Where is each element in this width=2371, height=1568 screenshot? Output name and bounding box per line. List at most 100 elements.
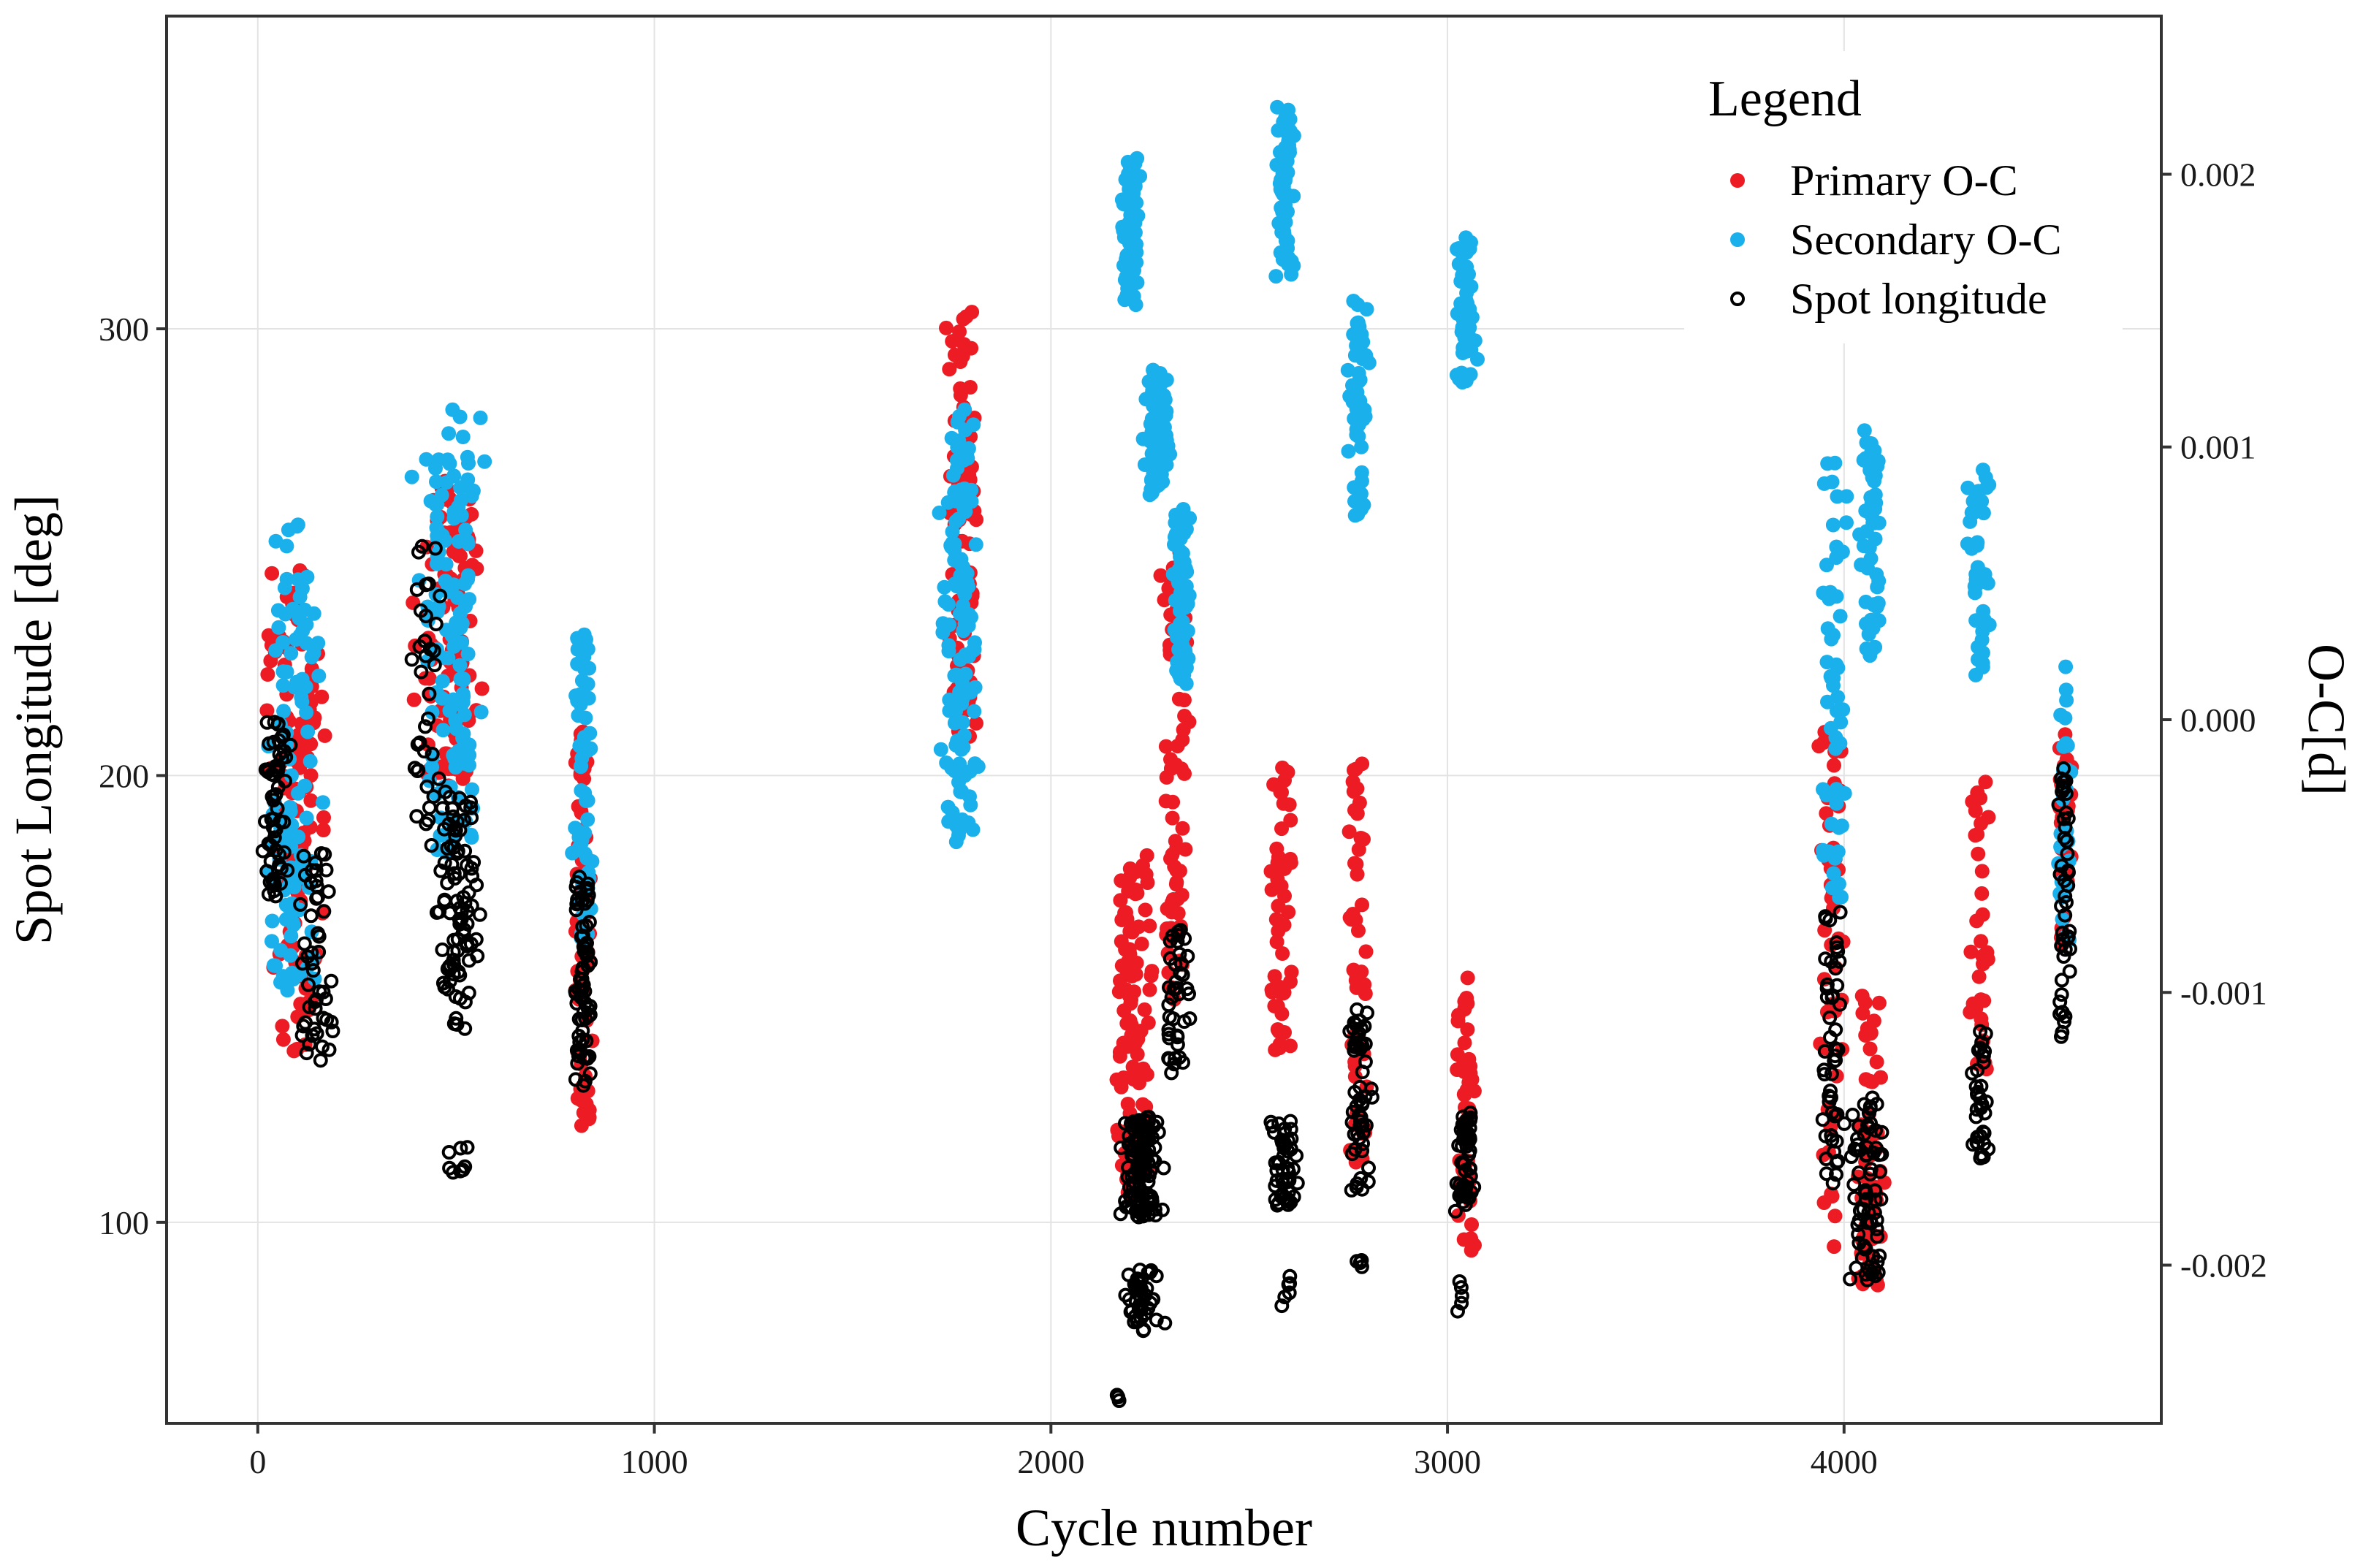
- primary-oc-point: [1165, 892, 1181, 907]
- secondary-oc-point: [1871, 574, 1887, 589]
- secondary-oc-point: [1282, 145, 1297, 160]
- spot-longitude-point: [1979, 1095, 1994, 1109]
- secondary-oc-point: [1830, 844, 1846, 859]
- x-tick-label: 3000: [1414, 1443, 1481, 1480]
- primary-oc-point: [1129, 864, 1144, 879]
- spot-longitude-point: [455, 925, 471, 940]
- spot-longitude-point: [1126, 1114, 1141, 1130]
- secondary-oc-point: [1145, 383, 1160, 397]
- spot-longitude-point: [1455, 1194, 1471, 1209]
- secondary-oc-point: [2059, 693, 2074, 708]
- spot-longitude-point: [1816, 1062, 1832, 1078]
- secondary-oc-point: [1826, 670, 1841, 685]
- primary-oc-point: [1971, 969, 1987, 984]
- spot-longitude-point: [1829, 1155, 1844, 1171]
- primary-oc-point: [1464, 1231, 1479, 1247]
- secondary-oc-point: [954, 742, 969, 757]
- secondary-oc-point: [282, 799, 297, 815]
- secondary-oc-point: [1460, 343, 1474, 359]
- spot-longitude-point: [259, 715, 275, 730]
- secondary-oc-point: [1960, 480, 1976, 495]
- spot-longitude-point: [1122, 1292, 1137, 1307]
- spot-longitude-point: [1268, 1192, 1283, 1207]
- spot-longitude-point: [299, 1046, 314, 1061]
- spot-longitude-point: [1133, 1311, 1149, 1326]
- primary-oc-point: [1271, 1024, 1287, 1039]
- secondary-oc-point: [1830, 690, 1846, 705]
- secondary-oc-point: [292, 967, 308, 982]
- spot-longitude-point: [1822, 1010, 1838, 1025]
- primary-oc-point: [1275, 760, 1290, 775]
- primary-oc-point: [1347, 763, 1361, 777]
- secondary-oc-point: [1354, 465, 1369, 480]
- spot-longitude-point: [1346, 1021, 1361, 1036]
- spot-longitude-point: [302, 1037, 317, 1052]
- primary-oc-point: [303, 793, 319, 808]
- spot-longitude-point: [470, 948, 485, 964]
- secondary-oc-point: [950, 460, 964, 476]
- spot-longitude-point: [1859, 1140, 1874, 1155]
- spot-longitude-point: [308, 856, 323, 871]
- secondary-oc-point: [1824, 631, 1839, 647]
- primary-oc-point: [1350, 867, 1365, 882]
- spot-longitude-point: [1173, 956, 1189, 971]
- spot-longitude-point: [2052, 994, 2068, 1010]
- secondary-oc-point: [1123, 285, 1138, 300]
- primary-oc-point: [945, 334, 960, 349]
- secondary-oc-point: [574, 783, 589, 798]
- spot-longitude-point: [1837, 1116, 1852, 1131]
- spot-longitude-point: [464, 810, 479, 826]
- secondary-oc-point: [446, 577, 461, 593]
- spot-longitude-point: [1283, 1122, 1298, 1137]
- spot-longitude-point: [418, 609, 433, 623]
- secondary-oc-point: [277, 580, 292, 595]
- primary-oc-point: [1275, 946, 1290, 961]
- secondary-oc-point: [565, 845, 580, 861]
- secondary-oc-point: [1353, 343, 1369, 358]
- secondary-oc-point: [1852, 527, 1868, 542]
- legend-key-primary-oc: [1730, 173, 1745, 188]
- y-right-tick-label: -0.002: [2180, 1247, 2267, 1285]
- primary-oc-point: [1118, 982, 1133, 997]
- secondary-oc-point: [1340, 362, 1355, 378]
- secondary-oc-point: [1816, 476, 1832, 491]
- spot-longitude-point: [435, 942, 450, 957]
- secondary-oc-point: [454, 616, 470, 631]
- spot-longitude-point: [1139, 1127, 1154, 1141]
- secondary-oc-point: [1834, 889, 1849, 905]
- secondary-oc-point: [1866, 597, 1881, 612]
- primary-oc-point: [1968, 803, 1983, 818]
- spot-longitude-point: [1819, 989, 1835, 1005]
- spot-longitude-point: [576, 1078, 591, 1093]
- primary-oc-point: [1274, 785, 1289, 800]
- spot-longitude-point: [1145, 1292, 1160, 1307]
- spot-longitude-point: [427, 658, 442, 672]
- spot-longitude-point: [448, 829, 463, 843]
- legend-label-spot-longitude: Spot longitude: [1790, 275, 2047, 323]
- spot-longitude-point: [1873, 1192, 1889, 1207]
- primary-oc-point: [1142, 982, 1157, 997]
- primary-oc-point: [1974, 816, 1989, 831]
- secondary-oc-point: [955, 690, 970, 706]
- spot-longitude-point: [1846, 1177, 1862, 1192]
- secondary-oc-point: [283, 929, 299, 944]
- spot-longitude-point: [2055, 1024, 2070, 1040]
- spot-longitude-point: [1149, 1268, 1164, 1284]
- spot-longitude-point: [266, 734, 281, 750]
- secondary-oc-point: [1354, 327, 1369, 342]
- spot-longitude-point: [321, 884, 336, 899]
- spot-longitude-point: [311, 945, 327, 959]
- secondary-oc-point: [1284, 267, 1299, 282]
- primary-oc-point: [1274, 1006, 1290, 1021]
- spot-longitude-point: [1832, 954, 1847, 969]
- primary-oc-point: [1168, 877, 1184, 892]
- secondary-oc-point: [1976, 604, 1991, 619]
- secondary-oc-point: [297, 778, 313, 793]
- primary-oc-point: [1358, 944, 1374, 959]
- spot-longitude-point: [301, 977, 316, 992]
- spot-longitude-point: [1162, 933, 1178, 948]
- spot-longitude-point: [1168, 1051, 1183, 1066]
- spot-longitude-point: [419, 779, 435, 794]
- legend: Legend Primary O-C Secondary O-C Spot lo…: [1684, 51, 2123, 343]
- primary-oc-point: [1268, 1042, 1283, 1057]
